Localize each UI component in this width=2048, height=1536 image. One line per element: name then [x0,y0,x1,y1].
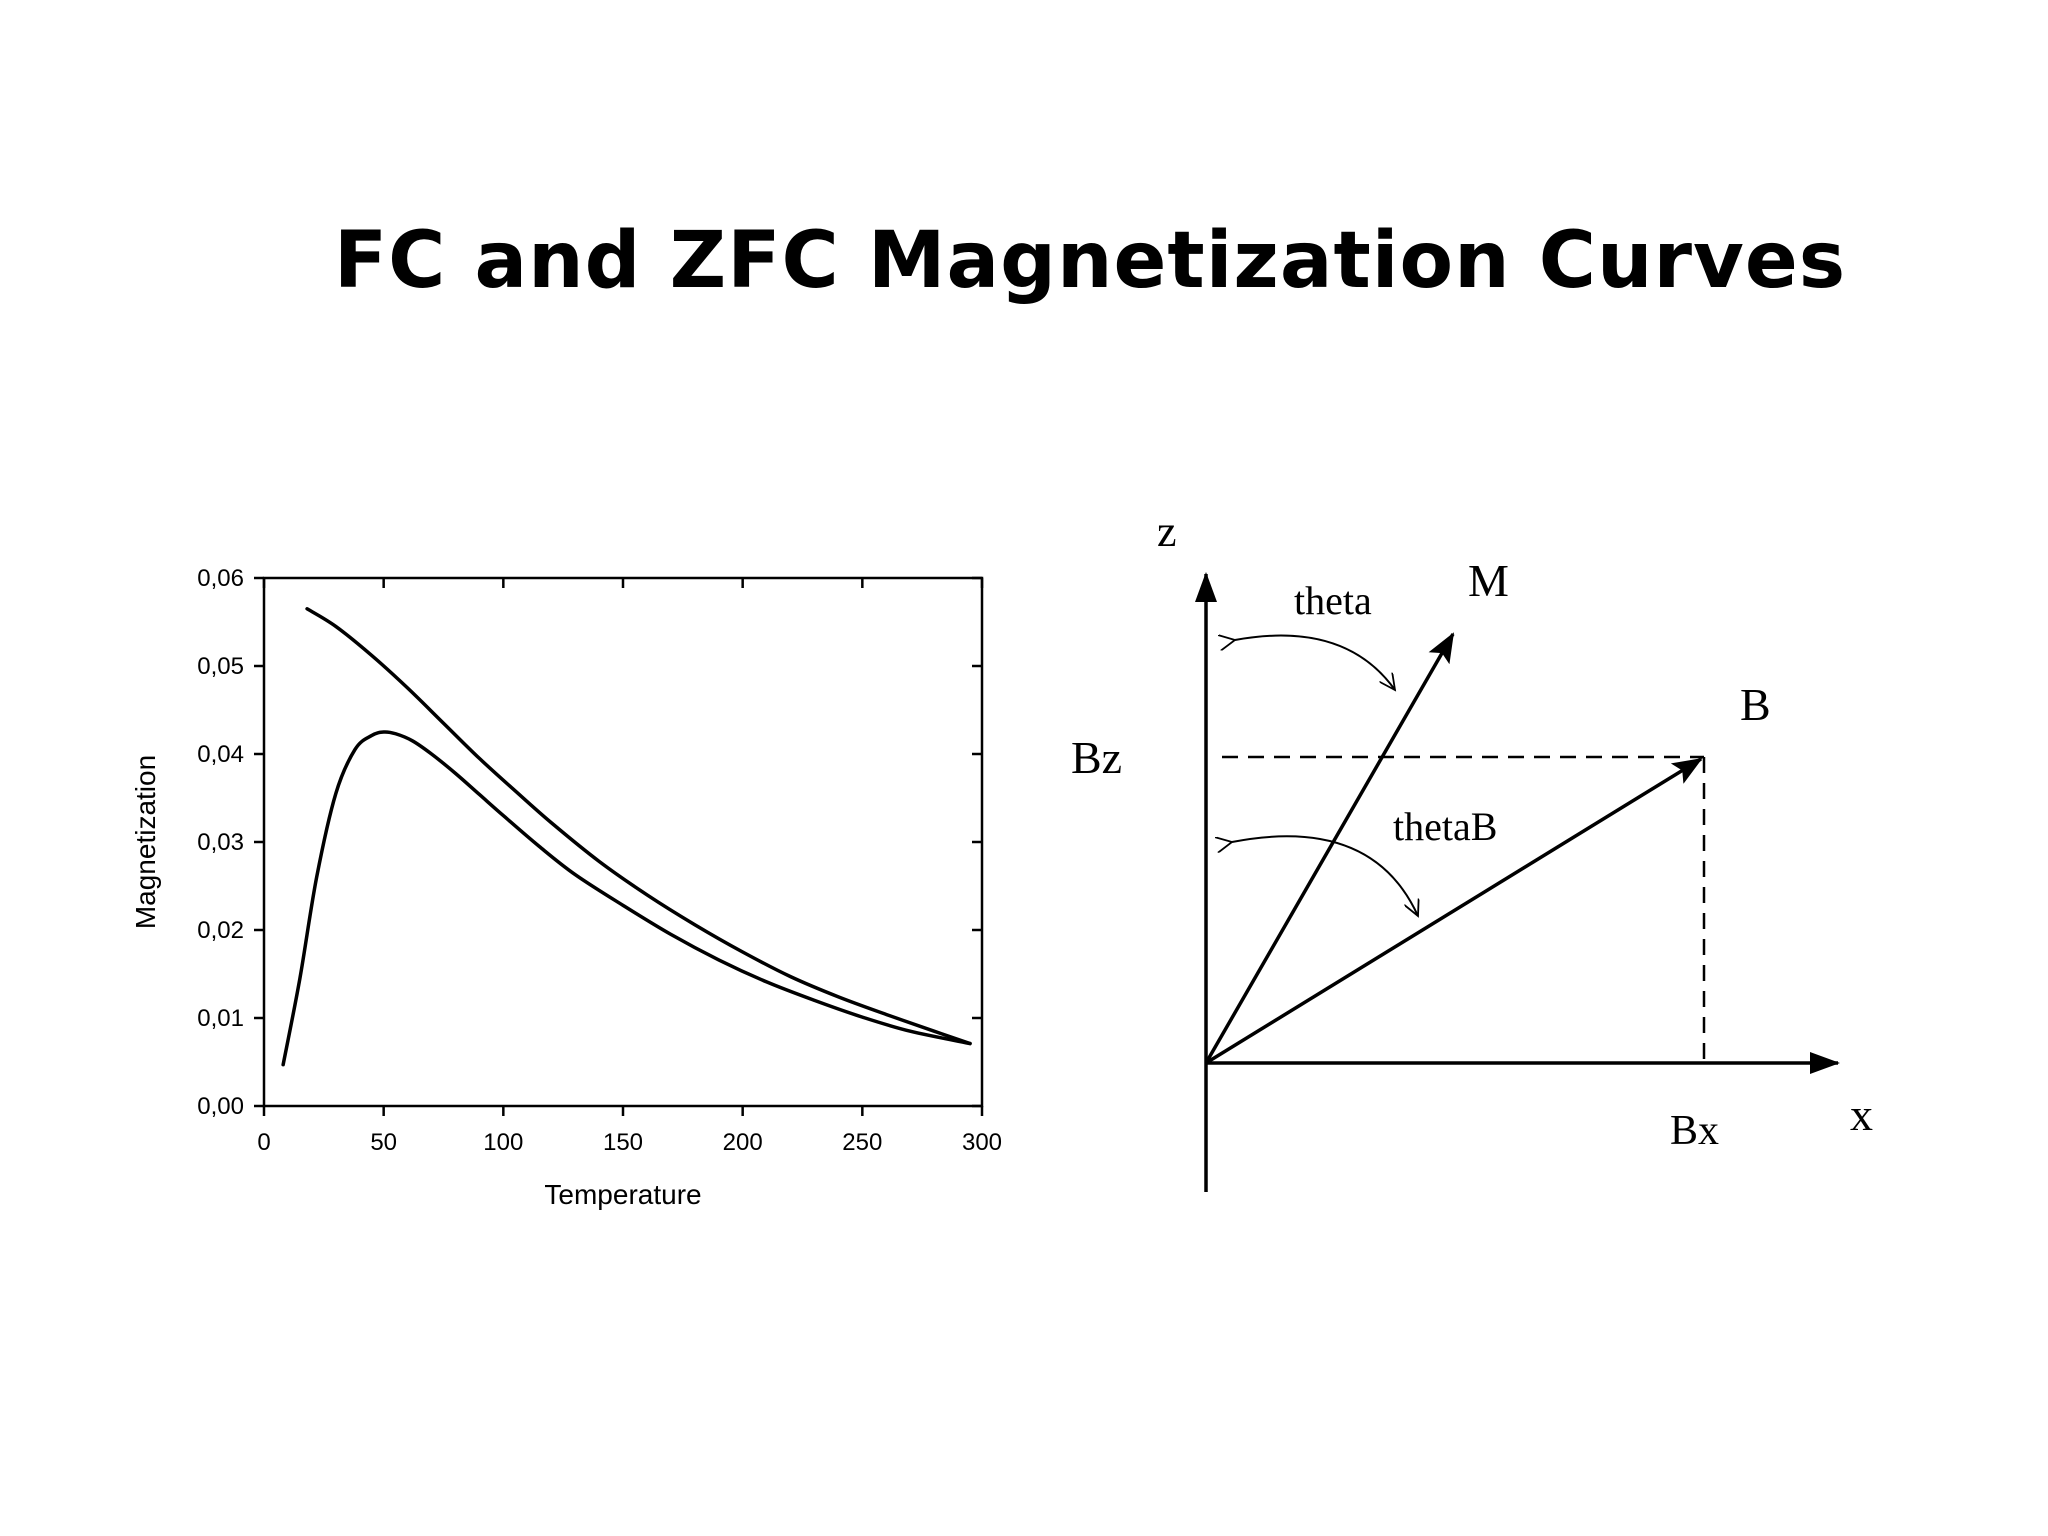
thetab-label: thetaB [1393,804,1497,849]
theta-arc [1235,636,1395,690]
y-tick-label: 0,01 [197,1005,244,1032]
x-axis-ticks: 0 50 100 150 200 250 300 [257,578,1002,1156]
y-tick-label: 0,03 [197,829,244,856]
y-axis-title: Magnetization [130,755,161,929]
y-tick-label: 0,04 [197,741,244,768]
x-tick-label: 150 [603,1129,643,1156]
bz-label: Bz [1071,732,1122,783]
x-tick-label: 200 [723,1129,763,1156]
z-axis-label: z [1157,507,1177,556]
thetab-arc [1232,835,1418,916]
x-axis-label: x [1850,1089,1873,1140]
x-axis-title: Temperature [544,1179,701,1210]
x-tick-label: 50 [370,1129,397,1156]
y-axis-ticks: 0,00 0,01 0,02 0,03 0,04 0,05 0,06 [197,565,982,1120]
y-tick-label: 0,00 [197,1093,244,1120]
y-tick-label: 0,05 [197,653,244,680]
y-tick-label: 0,06 [197,565,244,592]
vector-b-label: B [1740,679,1771,730]
vector-m-label: M [1468,555,1509,606]
slide-title: FC and ZFC Magnetization Curves [333,216,1847,306]
x-tick-label: 250 [842,1129,882,1156]
theta-label: theta [1294,578,1372,623]
zfc-curve [281,730,972,1067]
x-tick-label: 100 [483,1129,523,1156]
fc-curve [305,607,972,1046]
y-tick-label: 0,02 [197,917,244,944]
bx-label: Bx [1670,1108,1719,1154]
x-tick-label: 0 [257,1129,270,1156]
series-group [281,607,972,1067]
vector-b [1205,757,1703,1065]
x-tick-label: 300 [962,1129,1002,1156]
